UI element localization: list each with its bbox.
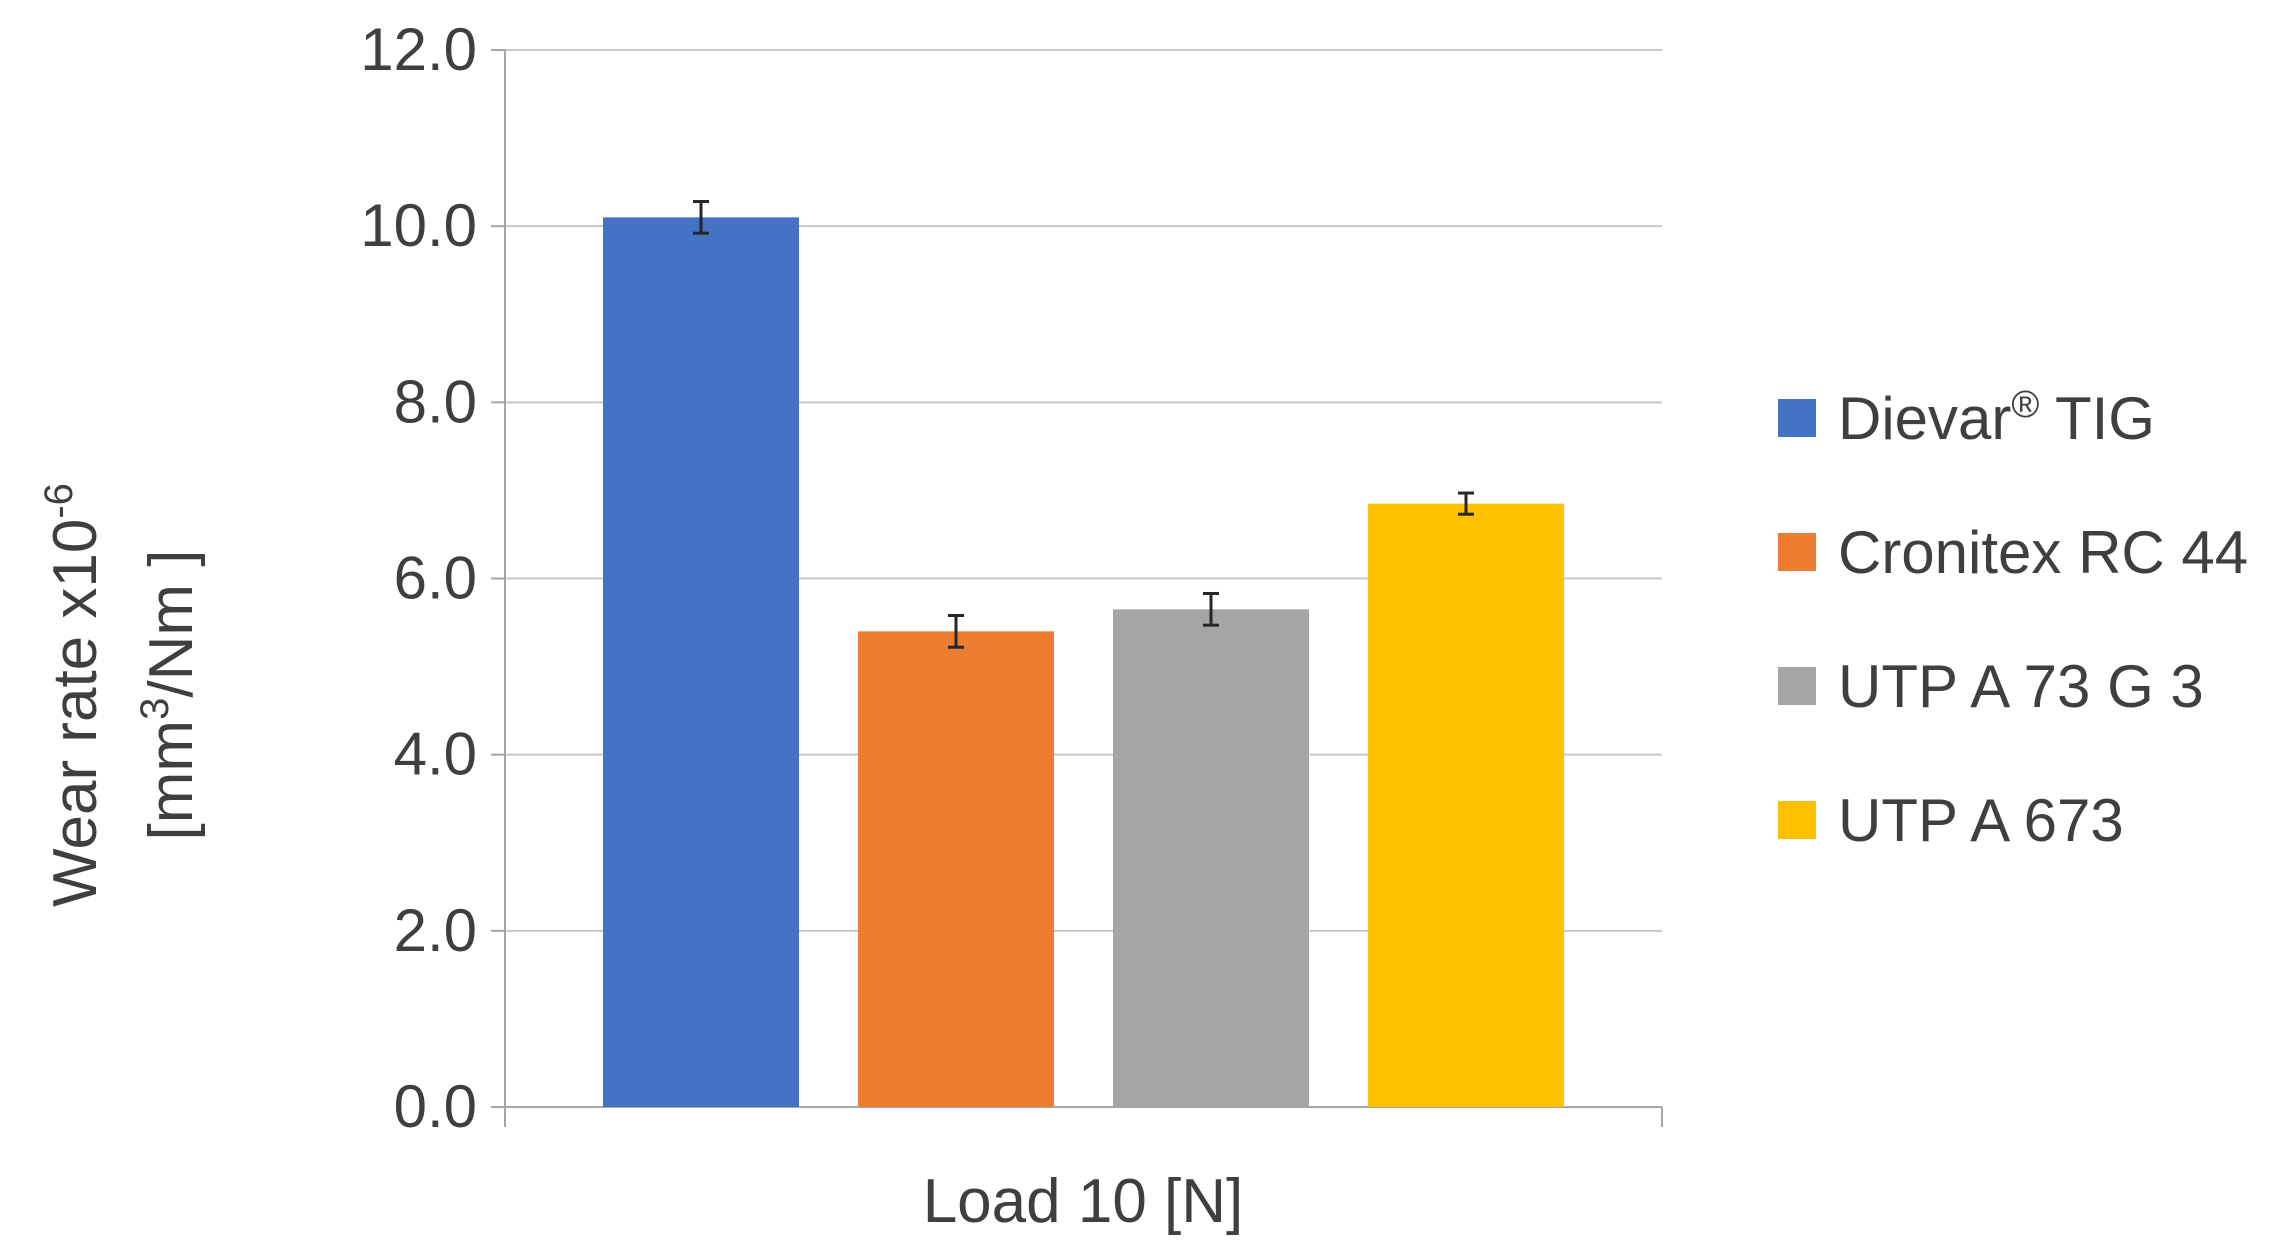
legend-swatch: [1778, 533, 1816, 571]
legend-item: UTP A 73 G 3: [1778, 653, 2204, 720]
bar-2: [858, 631, 1054, 1107]
bar-1: [603, 217, 799, 1107]
bar-4: [1368, 503, 1564, 1108]
y-tick-label: 8.0: [394, 368, 477, 435]
y-tick-label: 6.0: [394, 545, 477, 612]
legend-item: Dievar® TIG: [1778, 384, 2155, 452]
legend: Dievar® TIG Cronitex RC 44 UTP A 73 G 3 UTP…: [1778, 384, 2248, 854]
y-tick-label: 2.0: [394, 897, 477, 964]
y-tick-label: 10.0: [360, 192, 477, 259]
y-tick-label: 12.0: [360, 16, 477, 83]
legend-label: UTP A 73 G 3: [1838, 653, 2204, 720]
y-tick-label: 4.0: [394, 721, 477, 788]
bar-3: [1113, 609, 1309, 1107]
error-bars: [693, 200, 1474, 649]
y-axis-title-line1: Wear rate x10-6: [37, 483, 110, 907]
error-bar: [1458, 491, 1474, 516]
y-tick-labels: 0.0 2.0 4.0 6.0 8.0 10.0 12.0: [360, 16, 477, 1140]
legend-swatch: [1778, 399, 1816, 437]
legend-label: UTP A 673: [1838, 787, 2124, 854]
x-axis-title: Load 10 [N]: [923, 1167, 1244, 1236]
legend-swatch: [1778, 801, 1816, 839]
error-bar: [948, 613, 964, 649]
bars: [603, 217, 1564, 1108]
legend-label: Cronitex RC 44: [1838, 519, 2248, 586]
error-bar: [1203, 591, 1219, 627]
y-axis-title: Wear rate x10-6 [mm3/Nm ]: [37, 483, 206, 907]
legend-item: Cronitex RC 44: [1778, 519, 2248, 586]
legend-item: UTP A 673: [1778, 787, 2124, 854]
y-tick-label: 0.0: [394, 1073, 477, 1140]
error-bar: [693, 200, 709, 235]
legend-label: Dievar® TIG: [1838, 384, 2155, 452]
legend-swatch: [1778, 667, 1816, 705]
y-axis-title-line2: [mm3/Nm ]: [133, 550, 206, 841]
